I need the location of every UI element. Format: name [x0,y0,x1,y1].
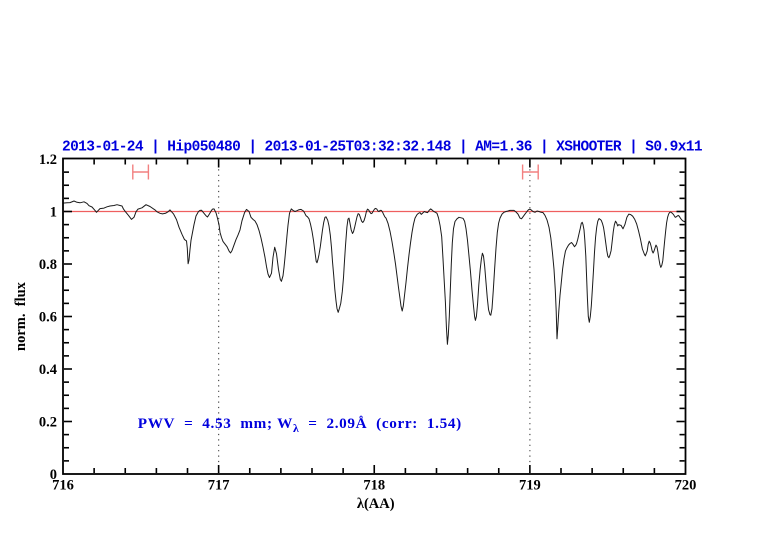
svg-text:719: 719 [519,478,541,494]
svg-text:717: 717 [208,478,230,494]
svg-text:716: 716 [52,478,74,494]
svg-text:0.6: 0.6 [39,309,57,325]
svg-text:0: 0 [50,467,57,483]
svg-text:norm. flux: norm. flux [13,281,29,351]
svg-text:0.4: 0.4 [39,362,57,378]
svg-text:718: 718 [363,478,385,494]
svg-text:0.2: 0.2 [39,414,57,430]
svg-text:PWV = 4.53 mm; Wλ = 2.09Å: PWV = 4.53 mm; Wλ = 2.09Å (corr: 1.54) [138,415,462,435]
svg-text:λ(AA): λ(AA) [357,496,395,512]
svg-text:720: 720 [675,478,697,494]
svg-text:0.8: 0.8 [39,257,57,273]
svg-text:1: 1 [50,204,57,220]
svg-text:1.2: 1.2 [39,152,57,168]
svg-text:2013-01-24 | Hip050480 | 2013-: 2013-01-24 | Hip050480 | 2013-01-25T03:3… [62,140,703,156]
